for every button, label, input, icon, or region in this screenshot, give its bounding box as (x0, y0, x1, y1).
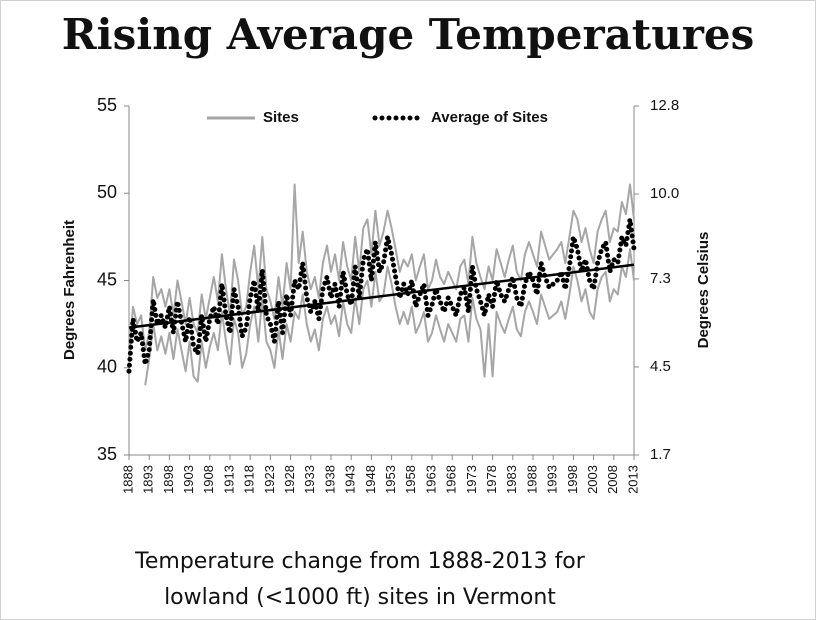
x-tick-label: 1893 (141, 465, 156, 494)
x-tick-label: 1913 (221, 465, 236, 494)
y2-tick-label: 12.8 (650, 97, 679, 114)
x-tick-label: 1988 (524, 465, 539, 494)
x-tick-label: 1958 (403, 465, 418, 494)
caption: lowland (<1000 ft) sites in Vermont (164, 585, 556, 610)
x-tick-label: 1943 (343, 465, 358, 494)
series-line (128, 183, 635, 360)
x-tick-label: 1963 (423, 465, 438, 494)
y2-axis-label: Degrees Celsius (695, 232, 712, 349)
trend-line (128, 263, 635, 329)
x-tick-label: 1948 (363, 465, 378, 494)
y2-tick-label: 4.5 (650, 358, 671, 375)
x-tick-label: 1908 (201, 465, 216, 494)
x-tick-label: 1973 (464, 465, 479, 494)
x-tick-label: 1903 (181, 465, 196, 494)
x-tick-label: 1968 (444, 465, 459, 494)
chart-title: Rising Average Temperatures (62, 10, 755, 59)
legend-label: Sites (263, 109, 299, 126)
x-tick-label: 1998 (565, 465, 580, 494)
legend-label: Average of Sites (431, 109, 548, 126)
x-tick-label: 1888 (120, 465, 135, 494)
y-tick-label: 40 (97, 357, 117, 377)
x-tick-label: 2013 (625, 465, 640, 494)
x-tick-label: 2008 (605, 465, 620, 494)
y-tick-label: 35 (97, 444, 117, 464)
x-tick-label: 1938 (322, 465, 337, 494)
y-tick-label: 45 (97, 269, 117, 289)
caption: Temperature change from 1888-2013 for (134, 549, 586, 574)
y2-tick-label: 1.7 (650, 446, 671, 463)
y-tick-label: 55 (97, 95, 117, 115)
series-line (144, 248, 635, 386)
x-tick-label: 1923 (262, 465, 277, 494)
series-line (126, 216, 637, 374)
x-tick-label: 1928 (282, 465, 297, 494)
y-axis-label: Degrees Fahrenheit (61, 220, 78, 360)
x-tick-label: 1953 (383, 465, 398, 494)
x-tick-label: 1918 (242, 465, 257, 494)
y2-tick-label: 7.3 (650, 270, 671, 287)
x-tick-label: 2003 (585, 465, 600, 494)
y2-tick-label: 10.0 (650, 185, 679, 202)
x-tick-label: 1978 (484, 465, 499, 494)
x-tick-label: 1933 (302, 465, 317, 494)
x-tick-label: 1898 (161, 465, 176, 494)
y-tick-label: 50 (97, 182, 117, 202)
x-tick-label: 1993 (545, 465, 560, 494)
x-tick-label: 1983 (504, 465, 519, 494)
